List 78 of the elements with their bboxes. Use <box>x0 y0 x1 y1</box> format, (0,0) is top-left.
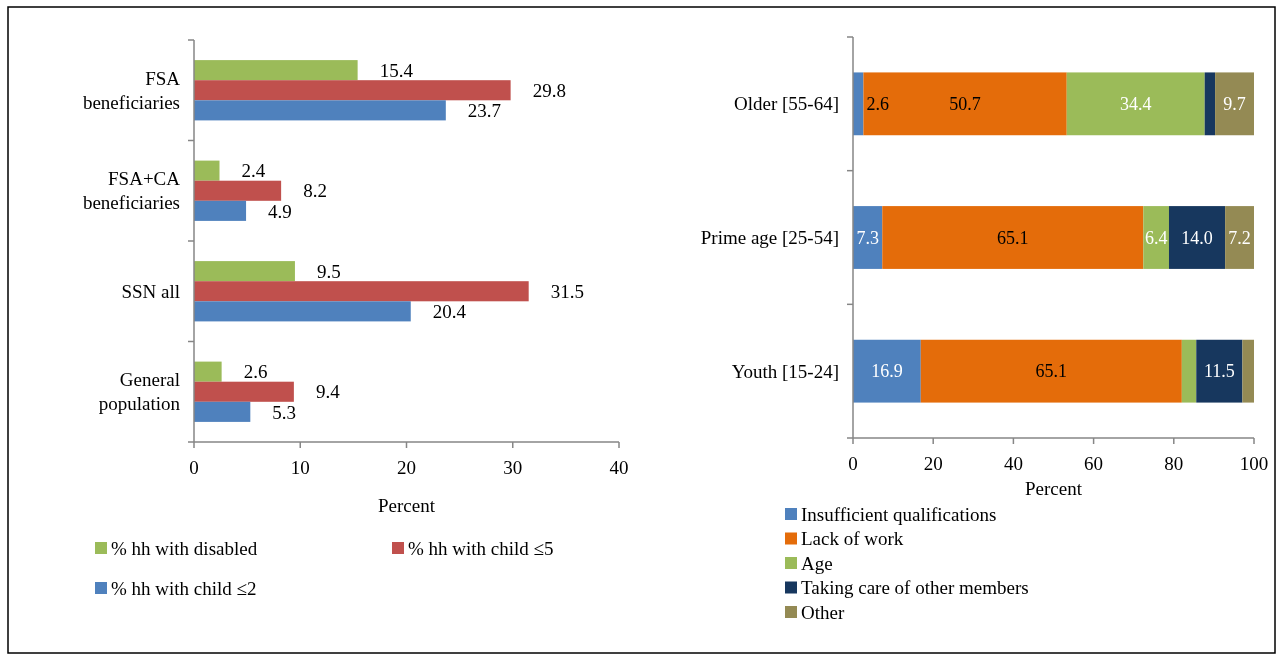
legend-label: Age <box>801 552 833 574</box>
data-label: 6.4 <box>1144 227 1168 248</box>
x-axis-title: Percent <box>1025 478 1083 499</box>
x-tick-label: 0 <box>848 453 858 474</box>
y-tick-label: FSA+CA beneficiaries <box>82 168 181 214</box>
bar <box>1225 206 1254 269</box>
bar <box>194 100 446 121</box>
data-label: 7.2 <box>1228 227 1251 248</box>
x-tick-label: 10 <box>290 457 310 478</box>
data-label: 31.5 <box>550 280 584 302</box>
x-tick-label: 80 <box>1164 453 1184 474</box>
x-tick-label: 40 <box>609 457 629 478</box>
y-tick-label: SSN all <box>121 280 180 302</box>
data-label: 5.3 <box>272 401 297 423</box>
y-tick-label: General population <box>98 369 181 415</box>
bar <box>194 361 222 382</box>
data-label: 9.7 <box>1223 94 1246 115</box>
bar <box>1204 72 1216 136</box>
y-tick-label: Older [55-64] <box>734 93 839 115</box>
bar <box>194 180 282 201</box>
data-label: 7.3 <box>856 227 879 248</box>
data-label: 20.4 <box>432 301 467 322</box>
data-label: 65.1 <box>997 227 1029 248</box>
bar <box>1168 206 1226 269</box>
bar <box>194 301 411 322</box>
bar <box>194 60 358 81</box>
bar <box>194 281 529 302</box>
legend-label: Insufficient qualifications <box>801 503 997 525</box>
bar <box>1196 339 1243 403</box>
bar <box>1242 339 1254 403</box>
bar <box>1066 72 1205 136</box>
data-label: 14.0 <box>1181 227 1213 248</box>
data-label: 4.9 <box>268 200 292 222</box>
y-tick-label: FSA beneficiaries <box>82 67 181 113</box>
bar <box>882 206 1144 269</box>
x-tick-label: 60 <box>1084 453 1104 474</box>
bar <box>194 200 247 221</box>
data-label: 29.8 <box>532 79 566 101</box>
bar <box>194 80 511 101</box>
data-label: 34.4 <box>1119 94 1152 115</box>
data-label: 9.4 <box>315 381 341 403</box>
data-label: 11.5 <box>1203 361 1235 382</box>
bar <box>1143 206 1169 269</box>
bar <box>194 160 220 181</box>
bar <box>1181 339 1197 403</box>
data-label: 23.7 <box>467 100 502 121</box>
data-label: 2.4 <box>241 160 266 182</box>
bar <box>194 401 251 422</box>
legend-label: % hh with disabled <box>111 537 258 559</box>
data-label: 16.9 <box>871 361 903 382</box>
bar <box>853 206 883 269</box>
legend-label: Other <box>801 601 845 623</box>
x-tick-label: 30 <box>503 457 523 478</box>
data-label: 65.1 <box>1035 361 1068 382</box>
legend-label: % hh with child ≤2 <box>111 577 257 599</box>
bar <box>920 339 1182 403</box>
data-label: 50.7 <box>949 94 981 115</box>
legend-label: Taking care of other members <box>801 577 1029 599</box>
data-label: 15.4 <box>379 59 414 81</box>
bar <box>194 381 294 402</box>
legend-label: Lack of work <box>801 528 904 550</box>
y-tick-label: Youth [15-24] <box>731 360 839 382</box>
x-tick-label: 20 <box>923 453 943 474</box>
x-axis-title: Percent <box>378 495 436 516</box>
legend-label: % hh with child ≤5 <box>408 537 554 559</box>
bar <box>194 261 295 282</box>
bar <box>1215 72 1254 136</box>
bar <box>853 339 921 403</box>
x-tick-label: 0 <box>189 457 199 478</box>
data-label: 2.6 <box>243 361 268 383</box>
data-label: 8.2 <box>303 180 327 202</box>
data-label: 2.6 <box>866 94 889 115</box>
data-label: 9.5 <box>316 260 341 282</box>
bar <box>863 72 1067 136</box>
x-tick-label: 40 <box>1003 453 1023 474</box>
x-tick-label: 20 <box>397 457 416 478</box>
x-tick-label: 100 <box>1239 453 1269 474</box>
y-tick-label: Prime age [25-54] <box>700 227 839 249</box>
